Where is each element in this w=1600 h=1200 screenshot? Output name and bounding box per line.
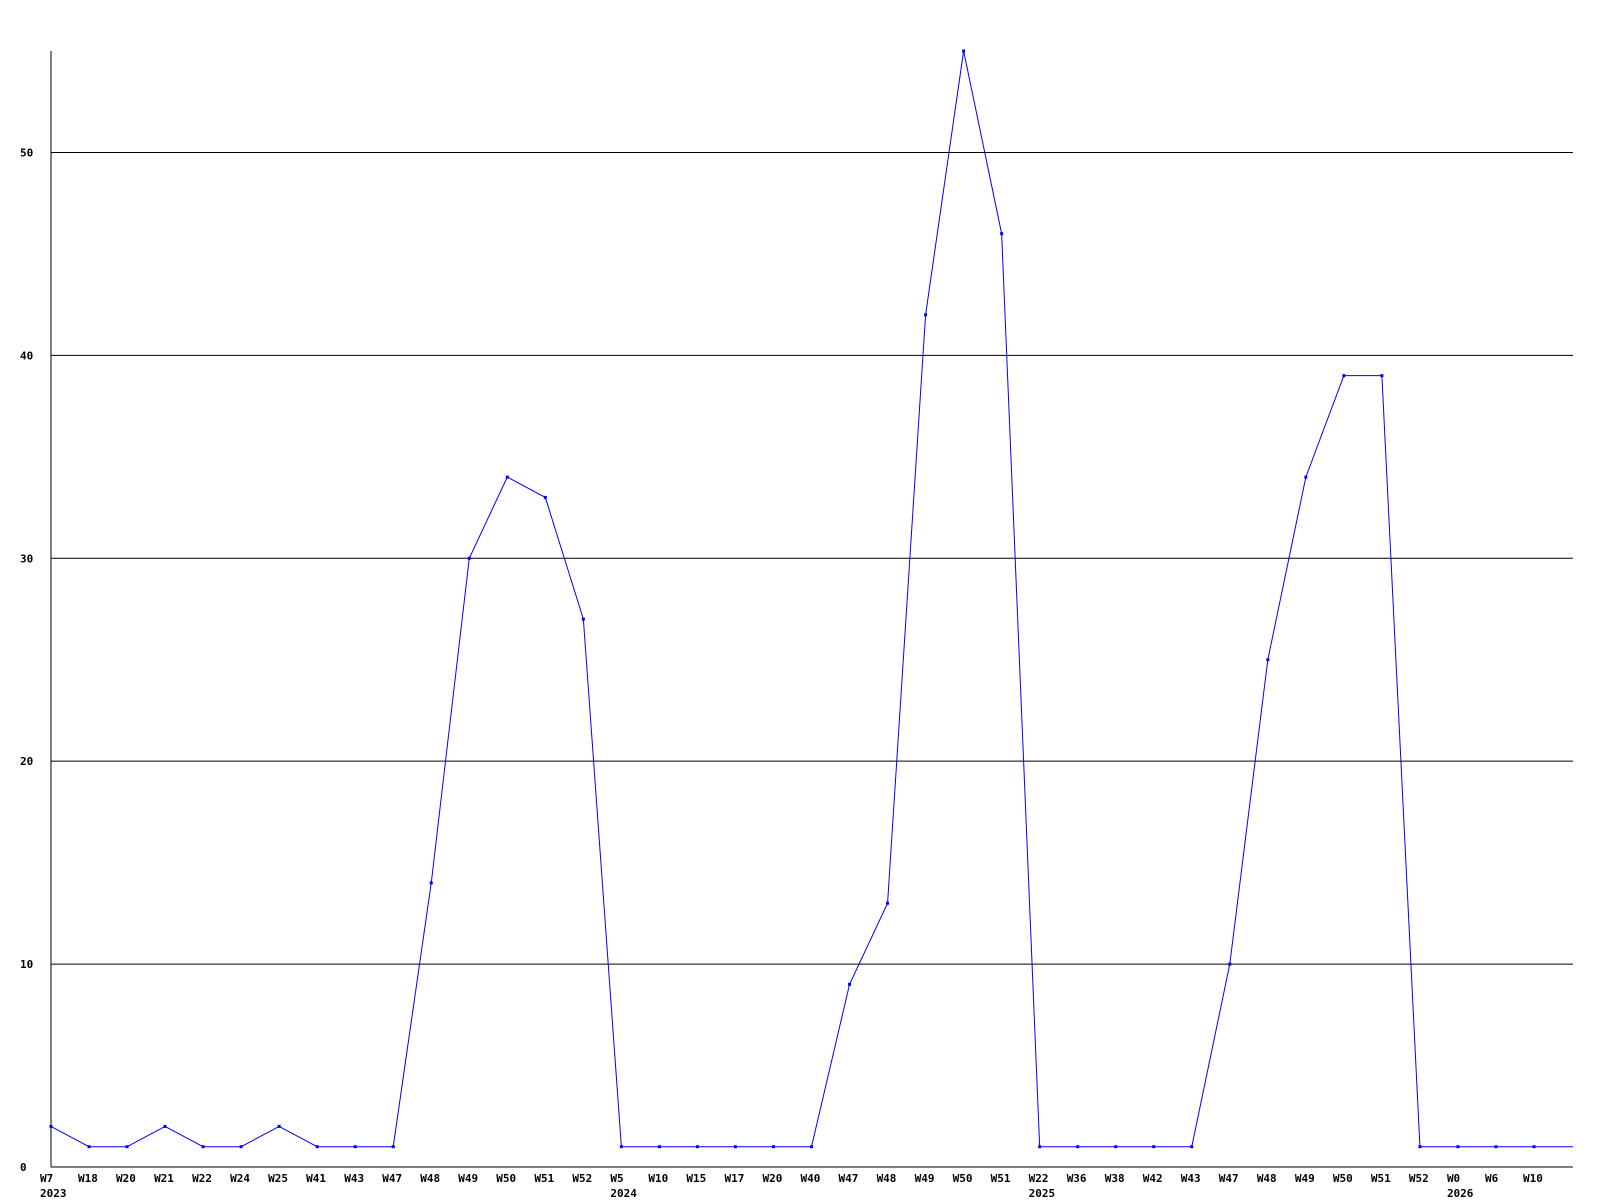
data-point: [467, 556, 471, 560]
x-tick-label: W7: [40, 1172, 53, 1185]
y-tick-label: 40: [20, 349, 33, 362]
x-tick-label: W5: [610, 1172, 623, 1185]
data-point: [1304, 475, 1308, 479]
y-tick-label: 50: [20, 146, 33, 159]
data-point: [1190, 1145, 1194, 1149]
x-tick-label: W10: [1523, 1172, 1543, 1185]
x-tick-label: W47: [839, 1172, 859, 1185]
y-tick-label: 0: [20, 1161, 27, 1174]
data-point: [771, 1145, 775, 1149]
x-tick-label: W48: [877, 1172, 897, 1185]
data-point: [391, 1145, 395, 1149]
data-point: [49, 1124, 53, 1128]
data-point: [429, 881, 433, 885]
data-point: [1000, 232, 1004, 236]
data-point: [848, 982, 852, 986]
data-point: [1038, 1145, 1042, 1149]
x-tick-label: W51: [1371, 1172, 1391, 1185]
data-point: [581, 617, 585, 621]
x-tick-label: W6: [1485, 1172, 1499, 1185]
x-tick-label: W49: [458, 1172, 478, 1185]
data-point: [353, 1145, 357, 1149]
x-tick-label: W21: [154, 1172, 174, 1185]
x-tick-label: W10: [648, 1172, 668, 1185]
x-tick-label: W50: [953, 1172, 973, 1185]
x-tick-label: W22: [1029, 1172, 1049, 1185]
x-tick-label: W0: [1447, 1172, 1460, 1185]
x-tick-label: W40: [801, 1172, 821, 1185]
x-tick-label: W52: [572, 1172, 592, 1185]
year-label: 2023: [40, 1187, 67, 1200]
data-point: [239, 1145, 243, 1149]
data-point: [125, 1145, 129, 1149]
data-point: [1152, 1145, 1156, 1149]
data-point: [1380, 374, 1384, 378]
data-point: [1494, 1145, 1498, 1149]
data-point: [1456, 1145, 1460, 1149]
x-tick-label: W51: [991, 1172, 1011, 1185]
data-point: [886, 901, 890, 905]
x-tick-label: W20: [116, 1172, 136, 1185]
x-tick-label: W49: [1295, 1172, 1315, 1185]
x-tick-label: W38: [1105, 1172, 1125, 1185]
data-point: [810, 1145, 814, 1149]
data-point: [695, 1145, 699, 1149]
data-point: [1114, 1145, 1118, 1149]
series-line: [50, 50, 1573, 1148]
data-point: [201, 1145, 205, 1149]
x-tick-label: W42: [1143, 1172, 1163, 1185]
year-label: 2024: [610, 1187, 637, 1200]
x-tick-label: W22: [192, 1172, 212, 1185]
y-tick-label: 30: [20, 552, 33, 565]
data-point: [277, 1124, 281, 1128]
x-tick-label: W20: [762, 1172, 782, 1185]
x-tick-label: W43: [1181, 1172, 1201, 1185]
data-point: [657, 1145, 661, 1149]
x-tick-label: W50: [496, 1172, 516, 1185]
x-tick-label: W17: [724, 1172, 744, 1185]
x-tick-label: W41: [306, 1172, 326, 1185]
x-tick-label: W47: [1219, 1172, 1239, 1185]
y-tick-label: 20: [20, 755, 33, 768]
x-tick-label: W52: [1409, 1172, 1429, 1185]
x-tick-label: W18: [78, 1172, 98, 1185]
y-tick-label: 10: [20, 958, 33, 971]
x-tick-label: W50: [1333, 1172, 1353, 1185]
data-point: [315, 1145, 319, 1149]
x-tick-label: W48: [1257, 1172, 1277, 1185]
data-point: [962, 49, 966, 53]
data-point: [505, 475, 509, 479]
year-label: 2026: [1447, 1187, 1474, 1200]
x-tick-label: W49: [915, 1172, 935, 1185]
x-tick-label: W48: [420, 1172, 440, 1185]
data-point: [87, 1145, 91, 1149]
x-tick-label: W43: [344, 1172, 364, 1185]
data-point: [543, 495, 547, 499]
data-point: [1228, 962, 1232, 966]
x-tick-label: W47: [382, 1172, 402, 1185]
x-tick-label: W24: [230, 1172, 250, 1185]
x-tick-label: W25: [268, 1172, 288, 1185]
data-point: [1418, 1145, 1422, 1149]
data-point: [1532, 1145, 1536, 1149]
data-point: [924, 313, 928, 317]
data-point: [1076, 1145, 1080, 1149]
data-point: [1342, 374, 1346, 378]
data-point: [733, 1145, 737, 1149]
data-point: [1266, 658, 1270, 662]
data-point: [619, 1145, 623, 1149]
data-point: [163, 1124, 167, 1128]
year-label: 2025: [1029, 1187, 1056, 1200]
x-tick-label: W36: [1067, 1172, 1087, 1185]
x-tick-label: W15: [686, 1172, 706, 1185]
x-tick-label: W51: [534, 1172, 554, 1185]
